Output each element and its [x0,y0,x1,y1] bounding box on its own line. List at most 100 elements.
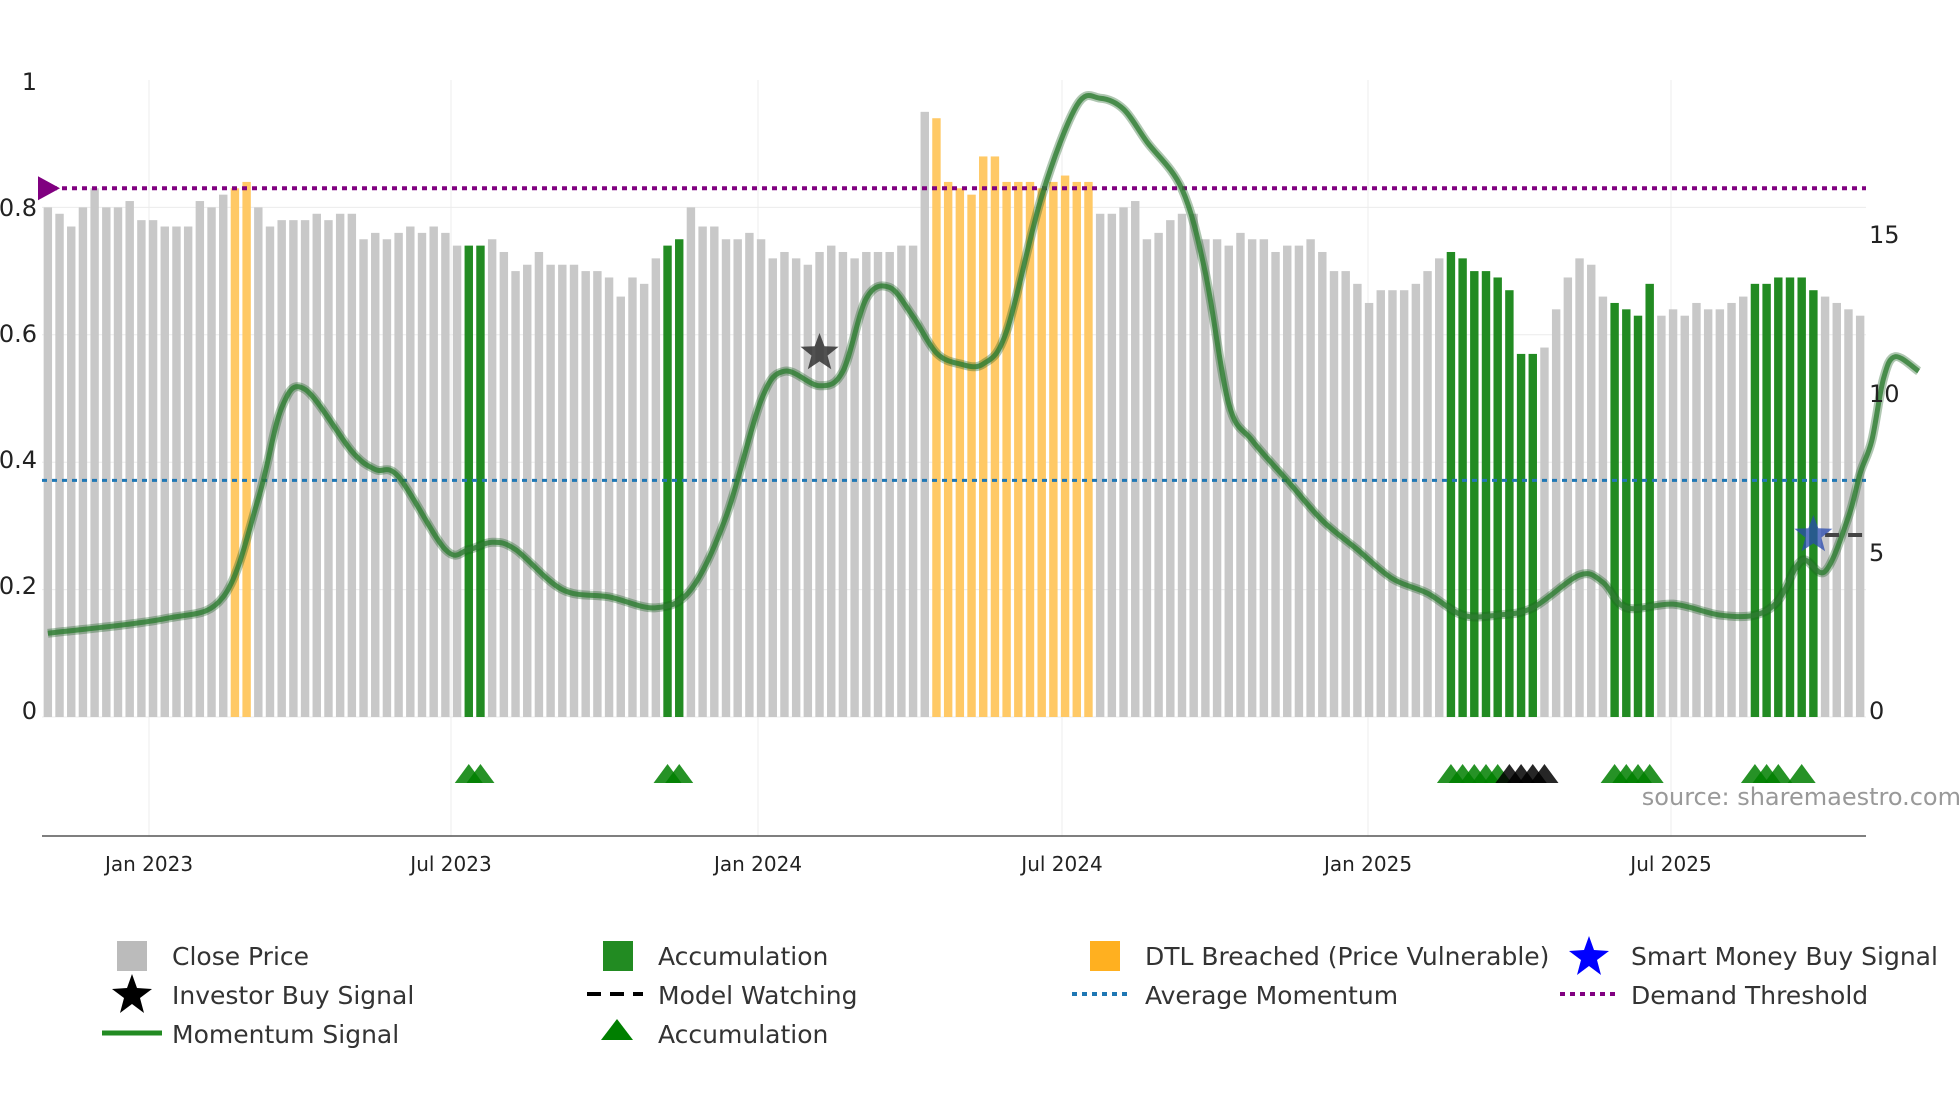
dtl-breached-bar [1014,181,1023,718]
close-price-bar [1587,264,1596,717]
close-price-bar [546,264,555,717]
close-price-bar [815,251,824,718]
accumulation-bar [1622,309,1631,717]
close-price-bar [265,226,275,717]
close-price-bar [1177,213,1187,717]
close-price-bar [1680,315,1689,717]
close-price-bar [593,271,602,717]
left-tick-5: 1 [22,68,37,96]
close-price-bar [324,220,333,717]
close-price-bar [780,251,789,718]
close-price-bar [125,201,134,717]
accumulation-bar [1516,353,1526,717]
smart-money-buy-star-icon [1794,515,1833,552]
close-price-bar [616,296,625,717]
accumulation-marker [466,764,495,783]
accumulation-bar [1493,277,1502,717]
close-price-bar [710,226,719,717]
dtl-breached-bar [967,194,976,717]
close-price-bar [1703,309,1713,717]
close-price-bar [219,194,228,717]
x-tick-jul-2024: Jul 2024 [1019,852,1102,876]
dtl-breached-bar [1084,181,1093,718]
left-tick-1: 0.2 [0,572,37,600]
accumulation-bar [1610,302,1619,717]
dtl-breached-bar [979,156,988,717]
close-price-bar [183,226,193,717]
close-price-bar [639,283,649,717]
dtl-breached-bar [943,181,953,718]
close-price-bar [1154,232,1163,717]
dtl-breached-bar [990,156,1000,717]
close-price-bar [1142,239,1152,717]
close-price-bar [1435,258,1444,717]
accumulation-marker [1635,764,1664,783]
dtl-breached-bar [1060,175,1070,718]
close-price-bar [686,207,696,717]
close-price-bar [1715,309,1725,717]
close-price-bar [511,271,520,717]
close-price-bar [604,277,614,717]
accumulation-marker [665,764,694,783]
accumulation-bar [1797,277,1806,717]
lines-layer [38,91,1922,638]
close-price-bar [1131,201,1140,717]
close-price-bar [312,213,321,717]
close-price-bar [429,226,438,717]
close-price-bar [651,258,661,717]
close-price-bar [417,232,427,717]
close-price-bar [850,258,859,717]
close-price-bar [803,264,813,717]
legend-label-smart-money: Smart Money Buy Signal [1631,942,1938,971]
close-price-bar [534,251,544,718]
x-tick-jan-2023: Jan 2023 [103,852,193,876]
left-axis-ticks: 0 0.2 0.4 0.6 0.8 1 [0,68,37,725]
close-price-bar [1855,315,1865,717]
close-price-bar [1727,302,1736,717]
close-price-bar [1236,232,1245,717]
close-price-bar [195,201,205,717]
close-price-bar [1189,213,1198,717]
close-price-bar [335,213,345,717]
close-price-bar [920,111,929,718]
left-tick-3: 0.6 [0,320,37,348]
legend-label-model-watching: Model Watching [658,981,858,1010]
x-tick-jul-2025: Jul 2025 [1628,852,1711,876]
dtl-breached-bar [230,188,240,718]
close-price-bar [1294,245,1304,717]
close-price-bar [67,226,76,717]
close-price-bar [1166,220,1175,717]
legend-swatch-accumulation [603,941,633,971]
accumulation-bar [1446,251,1456,718]
legend-accumulation-triangle-icon [601,1019,633,1040]
close-price-bar [827,245,836,717]
dtl-breached-bar [242,181,251,718]
close-price-bar [1353,283,1362,717]
close-price-bar [1095,213,1105,717]
accumulation-bar [1481,271,1491,717]
close-price-bar [1832,302,1841,717]
x-tick-jan-2024: Jan 2024 [712,852,802,876]
x-axis-ticks: Jan 2023 Jul 2023 Jan 2024 Jul 2024 Jan … [103,852,1712,876]
close-price-bar [172,226,181,717]
accumulation-marker [1787,764,1816,783]
close-price-bar [1119,207,1128,717]
close-price-bar [862,251,871,718]
accumulation-bar [675,239,684,717]
close-price-bar [768,258,777,717]
close-price-bar [1341,271,1350,717]
close-price-bar [581,271,590,717]
accumulation-bar [1633,315,1643,717]
close-price-bar [102,207,111,717]
close-price-bar [698,226,707,717]
close-price-bar [1575,258,1584,717]
close-price-bar [1540,347,1549,717]
close-price-bar [1259,239,1269,717]
bars-layer [43,111,1865,718]
close-price-bar [1820,296,1830,717]
close-price-bar [1306,239,1315,717]
right-axis-ticks: 0 5 10 15 [1869,221,1900,725]
left-tick-0: 0 [22,697,37,725]
close-price-bar [137,220,146,717]
